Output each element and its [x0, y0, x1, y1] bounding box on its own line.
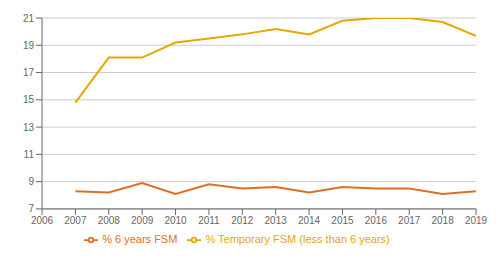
html-text:% 6 years FSM: % 6 years FSM	[102, 232, 178, 245]
svg-text:2008: 2008	[98, 215, 121, 226]
svg-text:2006: 2006	[31, 215, 54, 226]
svg-text:2018: 2018	[431, 215, 454, 226]
svg-text:2010: 2010	[164, 215, 187, 226]
svg-text:2019: 2019	[465, 215, 488, 226]
svg-text:15: 15	[23, 94, 35, 105]
svg-text:2009: 2009	[131, 215, 154, 226]
svg-text:2012: 2012	[231, 215, 254, 226]
svg-text:2013: 2013	[265, 215, 288, 226]
svg-text:21: 21	[23, 13, 35, 24]
svg-text:7: 7	[28, 203, 34, 214]
svg-text:2011: 2011	[198, 215, 220, 226]
svg-text:2014: 2014	[298, 215, 321, 226]
svg-text:11: 11	[24, 149, 35, 160]
svg-text:17: 17	[23, 67, 35, 78]
svg-text:9: 9	[28, 176, 34, 187]
svg-text:13: 13	[23, 122, 35, 133]
svg-text:2007: 2007	[64, 215, 87, 226]
svg-text:2017: 2017	[398, 215, 421, 226]
svg-text:2015: 2015	[331, 215, 354, 226]
svg-text:2016: 2016	[365, 215, 388, 226]
html-text:% Temporary FSM (less than 6 y: % Temporary FSM (less than 6 years)	[205, 232, 390, 245]
svg-text:19: 19	[23, 40, 35, 51]
